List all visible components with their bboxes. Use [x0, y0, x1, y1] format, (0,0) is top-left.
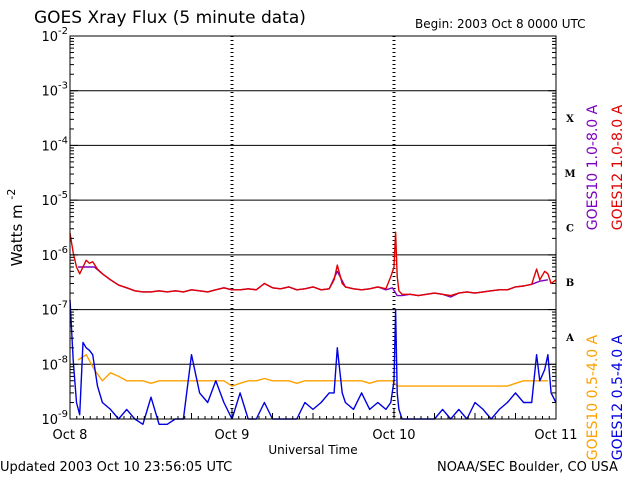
series-line-goes12-0-5-4-0-a [69, 299, 557, 425]
flare-class-b: B [566, 278, 574, 289]
x-tick-label: Oct 11 [534, 428, 577, 443]
y-tick-label: 10-6 [41, 245, 68, 264]
y-tick-label: 10-3 [41, 81, 68, 100]
chart-title: GOES Xray Flux (5 minute data) [34, 8, 306, 28]
series-line-goes10-0-5-4-0-a [77, 354, 548, 387]
grid-layer [70, 36, 556, 419]
flare-class-a: A [565, 333, 574, 344]
y-tick-label: 10-4 [41, 135, 68, 154]
legend-label-2: GOES12 1.0-8.0 A [610, 104, 626, 230]
x-tick-label: Oct 9 [215, 428, 250, 443]
y-tick-exponent: -7 [58, 300, 68, 311]
legend-label-1: GOES10 1.0-8.0 A [585, 104, 601, 230]
flare-class-m: M [564, 169, 575, 180]
x-tick-label: Oct 8 [53, 428, 88, 443]
flare-class-x: X [566, 114, 574, 125]
y-tick-label: 10-7 [41, 300, 68, 319]
y-tick-exponent: -6 [58, 245, 68, 256]
y-tick-label: 10-5 [41, 190, 68, 209]
x-tick-label: Oct 10 [372, 428, 415, 443]
y-axis-label-exponent: -2 [5, 189, 18, 200]
y-tick-exponent: -4 [58, 135, 68, 146]
x-axis-label: Universal Time [268, 443, 357, 457]
axes-layer [69, 35, 557, 420]
updated-timestamp: Updated 2003 Oct 10 23:56:05 UTC [0, 460, 233, 475]
legend-label-3: GOES10 0.5-4.0 A [585, 334, 601, 460]
plot-frame [69, 35, 557, 420]
y-tick-label: 10-2 [41, 26, 68, 45]
y-axis-label: Watts m -2 [5, 189, 26, 267]
legend-label-4: GOES12 0.5-4.0 A [610, 334, 626, 460]
y-tick-exponent: -3 [58, 81, 68, 92]
series-line-goes12-1-0-8-0-a [69, 231, 557, 297]
y-tick-exponent: -5 [58, 190, 68, 201]
series-layer [69, 231, 557, 425]
source-credit: NOAA/SEC Boulder, CO USA [437, 460, 618, 475]
y-tick-exponent: -8 [58, 354, 68, 365]
y-tick-label: 10-8 [41, 354, 68, 373]
begin-time-label: Begin: 2003 Oct 8 0000 UTC [415, 17, 586, 31]
y-tick-exponent: -9 [58, 409, 68, 420]
flare-class-c: C [566, 224, 574, 235]
y-tick-exponent: -2 [58, 26, 68, 37]
y-tick-label: 10-9 [41, 409, 68, 428]
